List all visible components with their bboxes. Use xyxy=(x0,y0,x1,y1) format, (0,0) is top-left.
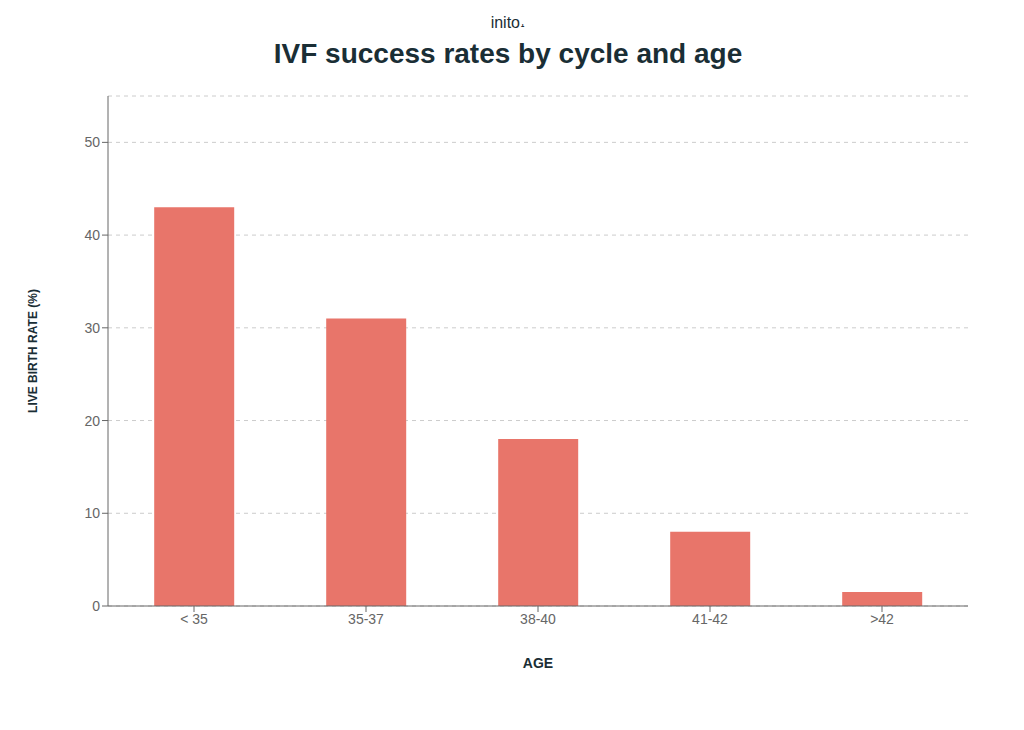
svg-text:20: 20 xyxy=(84,413,100,429)
svg-text:38-40: 38-40 xyxy=(520,611,556,627)
svg-text:30: 30 xyxy=(84,320,100,336)
svg-text:0: 0 xyxy=(92,598,100,614)
svg-text:10: 10 xyxy=(84,505,100,521)
svg-text:>42: >42 xyxy=(870,611,894,627)
svg-text:< 35: < 35 xyxy=(180,611,208,627)
svg-text:AGE: AGE xyxy=(523,655,553,671)
svg-text:50: 50 xyxy=(84,134,100,150)
svg-text:40: 40 xyxy=(84,227,100,243)
html-text:inito˔: inito˔ xyxy=(490,14,526,31)
html-text:IVF success rates by cycle and: IVF success rates by cycle and age xyxy=(273,38,743,69)
svg-text:41-42: 41-42 xyxy=(692,611,728,627)
svg-text:LIVE BIRTH RATE (%): LIVE BIRTH RATE (%) xyxy=(26,289,40,413)
svg-text:35-37: 35-37 xyxy=(348,611,384,627)
